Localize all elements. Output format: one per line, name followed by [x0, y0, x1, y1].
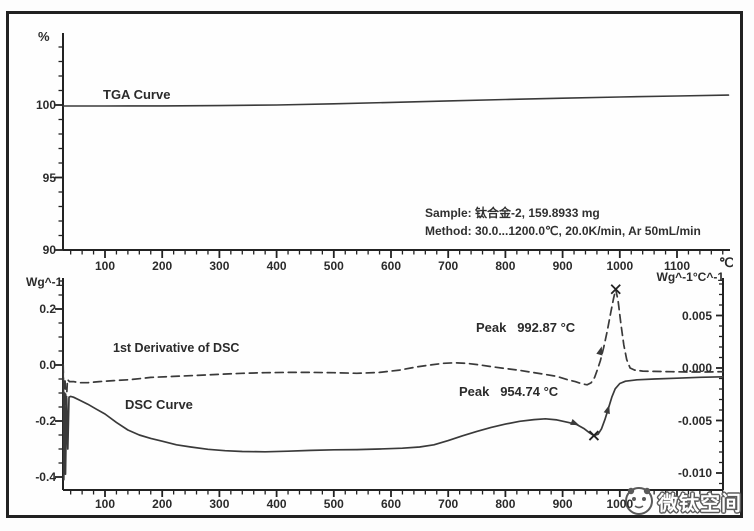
panda-logo-icon — [625, 487, 653, 515]
dsc-right-tick-label: -0.005 — [677, 413, 712, 428]
dsc-left-tick-label: -0.2 — [35, 414, 56, 428]
shared-x-tick-label: 300 — [209, 259, 230, 273]
watermark-text: 微钛空间 — [658, 493, 742, 515]
bottom-x-tick-label: 600 — [380, 497, 402, 511]
dsc-right-tick-label: -0.010 — [677, 466, 712, 480]
derivative-peak-annotation: Peak 992.87 °C — [476, 320, 576, 335]
shared-x-tick-label: 500 — [323, 259, 344, 273]
shared-x-tick-label: 1100 — [663, 259, 691, 273]
tga-y-axis-unit-label: % — [38, 29, 50, 44]
dsc-curve-label: DSC Curve — [125, 397, 193, 412]
derivative-right-axis-unit-label: Wg^-1°C^-1 — [656, 270, 724, 284]
dsc-left-tick-label: 0.0 — [39, 358, 56, 372]
dsc-left-tick-label: 0.2 — [39, 302, 56, 316]
shared-x-tick-label: 600 — [380, 259, 402, 273]
bottom-x-tick-label: 900 — [552, 497, 573, 511]
bottom-x-tick-label: 500 — [323, 497, 344, 511]
dsc-right-tick-label: 0.005 — [681, 308, 712, 323]
tga-y-tick-label: 90 — [42, 243, 56, 257]
bottom-x-tick-label: 300 — [209, 497, 230, 511]
shared-x-tick-label: 1000 — [606, 259, 634, 273]
dsc-left-axis-unit-label: Wg^-1 — [26, 275, 63, 289]
bottom-x-tick-label: 1000 — [606, 497, 634, 511]
shared-x-tick-label: 200 — [152, 259, 173, 273]
x-axis-celsius-unit-label: ℃ — [719, 255, 734, 270]
bottom-x-tick-label: 100 — [94, 497, 116, 511]
shared-x-tick-label: 900 — [552, 259, 573, 273]
tga-y-tick-label: 100 — [35, 98, 56, 112]
tga-y-tick-label: 95 — [42, 170, 56, 185]
shared-x-tick-label: 700 — [438, 259, 459, 273]
sample-info: Sample: 钛合金-2, 159.8933 mg — [425, 206, 600, 220]
derivative-curve-label: 1st Derivative of DSC — [113, 341, 240, 355]
tga-curve-label: TGA Curve — [103, 87, 171, 102]
shared-x-tick-label: 100 — [94, 259, 116, 273]
bottom-x-tick-label: 700 — [438, 497, 459, 511]
shared-x-tick-label: 800 — [495, 259, 516, 273]
bottom-x-tick-label: 200 — [152, 497, 173, 511]
dsc-right-tick-label: 0.000 — [681, 361, 712, 375]
bottom-x-tick-label: 400 — [266, 497, 287, 511]
chart-frame — [6, 11, 743, 518]
shared-x-tick-label: 400 — [266, 259, 287, 273]
dsc-peak-annotation: Peak 954.74 °C — [459, 384, 559, 399]
dsc-left-tick-label: -0.4 — [35, 470, 56, 484]
bottom-x-tick-label: 800 — [495, 497, 516, 511]
method-info: Method: 30.0...1200.0℃, 20.0K/min, Ar 50… — [425, 224, 701, 238]
